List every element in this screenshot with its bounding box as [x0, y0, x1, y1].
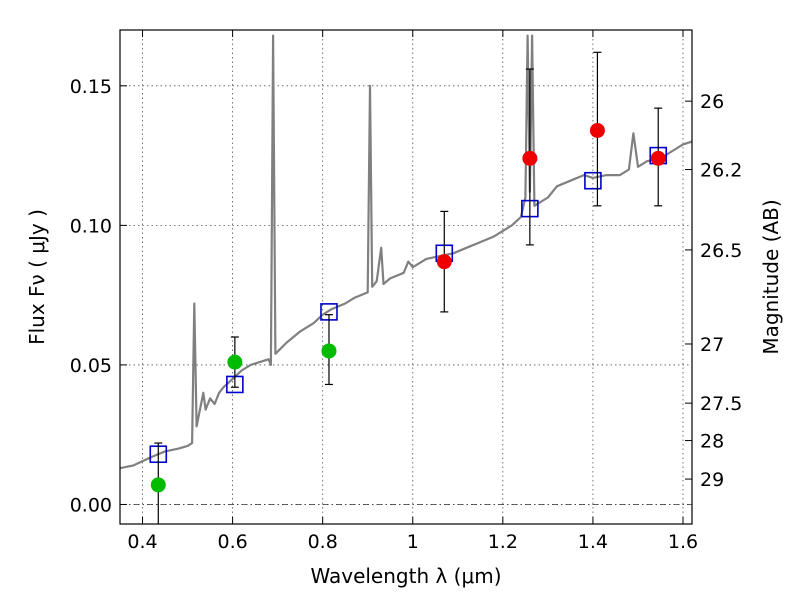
x-tick-label: 1.6 — [668, 531, 698, 553]
x-tick-label: 1.4 — [578, 531, 608, 553]
axes-frame — [119, 29, 693, 525]
y2-tick-label: 26.2 — [700, 160, 742, 182]
circle-marker — [436, 254, 452, 270]
y-tick-label: 0.05 — [70, 355, 112, 377]
grid-lines — [120, 30, 692, 524]
circle-marker — [650, 150, 666, 166]
circle-marker — [227, 354, 243, 370]
y2-tick-label: 27 — [700, 334, 724, 356]
axis-ticks: 0.4 0.6 0.8 1 1.2 1.4 1.6 0.00 0.05 0.10 0.15 26 26.… — [70, 30, 742, 553]
x-tick-label: 0.6 — [217, 531, 247, 553]
y2-tick-label: 26 — [700, 91, 724, 113]
x-tick-label: 1.2 — [488, 531, 518, 553]
y2-tick-label: 26.5 — [700, 240, 742, 262]
y-tick-label: 0.00 — [70, 494, 112, 516]
y-axis-label: Flux Fν ( μJy ) — [25, 209, 49, 345]
y-tick-label: 0.15 — [70, 76, 112, 98]
y2-axis-label: Magnitude (AB) — [759, 199, 783, 354]
square-marker — [584, 171, 602, 190]
plot-area — [120, 34, 692, 524]
x-tick-label: 0.4 — [127, 531, 157, 553]
x-tick-label: 0.8 — [308, 531, 338, 553]
circle-marker — [321, 343, 337, 359]
x-axis-label: Wavelength λ (μm) — [310, 564, 501, 588]
spectrum-line — [120, 34, 692, 470]
y2-tick-label: 29 — [700, 469, 724, 491]
y-tick-label: 0.10 — [70, 215, 112, 237]
circle-marker — [589, 122, 605, 138]
circle-marker — [522, 150, 538, 166]
y2-tick-label: 28 — [700, 431, 724, 453]
circle-marker — [150, 477, 166, 493]
x-tick-label: 1 — [407, 531, 419, 553]
y2-tick-label: 27.5 — [700, 393, 742, 415]
